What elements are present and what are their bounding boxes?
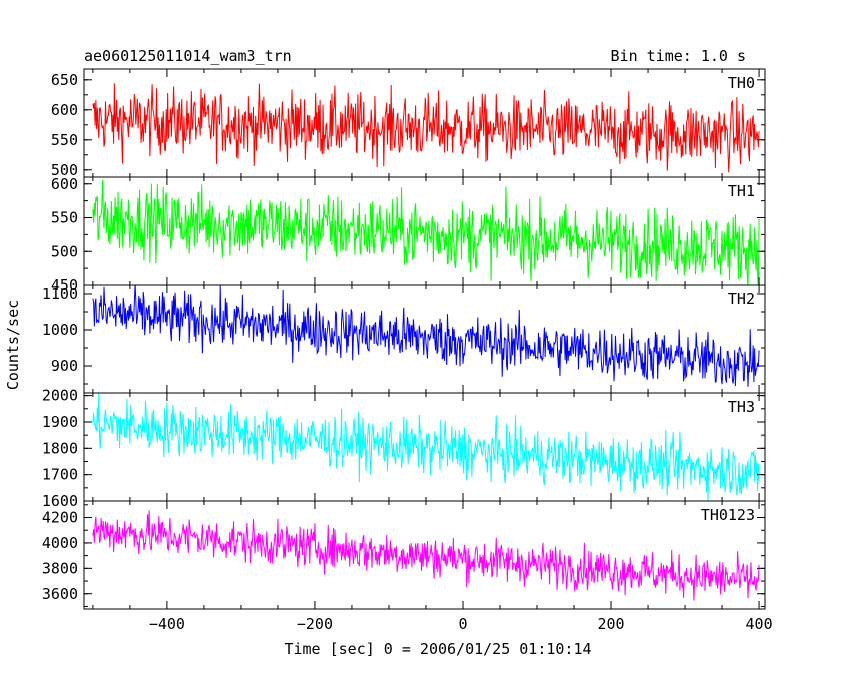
x-tick-label: 0 [458,615,467,633]
y-tick-label: 500 [51,161,78,179]
panel-th3: 1600 1700 1800 1900 2000 TH3 [42,387,766,510]
x-tick-label: −400 [149,615,185,633]
y-tick-label: 1100 [42,285,78,303]
series-th1 [92,179,760,285]
panel-label: TH2 [728,290,755,308]
panels-group: 500 550 600 650 TH0 450 500 550 600 TH1 900 1000 110… [42,68,773,633]
y-tick-label: 3600 [42,585,78,603]
y-tick-label: 3800 [42,559,78,577]
y-tick-label: 450 [51,276,78,294]
panel-th1: 450 500 550 600 TH1 [51,175,766,294]
y-tick-label: 1000 [42,321,78,339]
y-tick-label: 500 [51,242,78,260]
panel-th2: 900 1000 1100 TH2 [42,284,766,394]
series-th0123 [92,510,760,601]
y-tick-label: 4200 [42,509,78,527]
y-tick-label: 600 [51,101,78,119]
panel-label: TH3 [728,398,755,416]
y-tick-label: 4000 [42,534,78,552]
x-axis-label: Time [sec] 0 = 2006/01/25 01:10:14 [284,640,591,658]
y-tick-label: 600 [51,175,78,193]
y-tick-label: 900 [51,357,78,375]
y-tick-label: 650 [51,71,78,89]
bin-time-label: Bin time: 1.0 s [611,47,746,65]
panel-label: TH0123 [701,506,755,524]
plot-title: ae060125011014_wam3_trn [84,47,292,65]
y-tick-label: 1600 [42,492,78,510]
y-tick-label: 1700 [42,466,78,484]
series-th0 [92,83,760,173]
y-tick-label: 2000 [42,387,78,405]
panel-label: TH0 [728,74,755,92]
y-axis-label: Counts/sec [4,300,22,390]
series-th3 [92,393,760,501]
series-th2 [92,285,760,387]
panel-th0123: 3600 3800 4000 4200 TH0123 [42,500,766,610]
panel-th0: 500 550 600 650 TH0 [51,68,766,179]
x-tick-label: 400 [746,615,773,633]
y-tick-label: 550 [51,209,78,227]
y-tick-label: 550 [51,131,78,149]
y-tick-label: 1800 [42,439,78,457]
x-tick-label: 200 [597,615,624,633]
panel-frame [83,500,766,610]
y-tick-label: 1900 [42,413,78,431]
panel-label: TH1 [728,182,755,200]
x-tick-label: −200 [297,615,333,633]
